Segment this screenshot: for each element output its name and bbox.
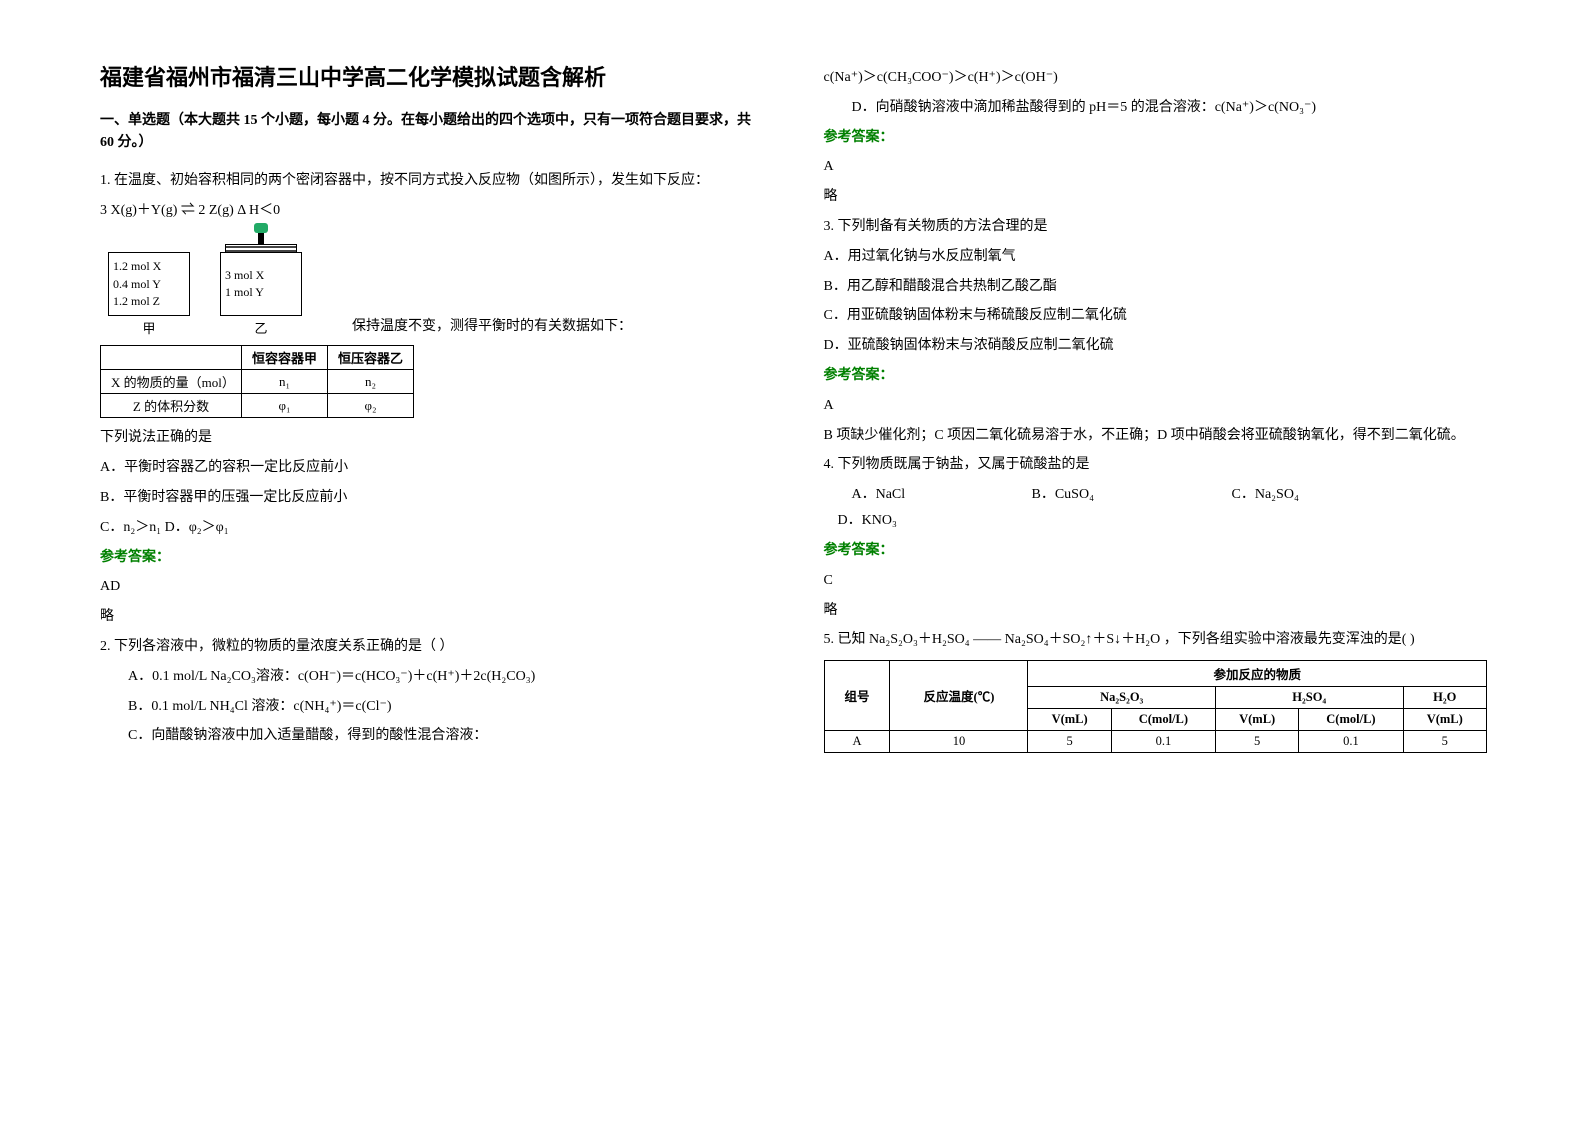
q3-opt-a: A．用过氧化钠与水反应制氧气 — [824, 245, 1488, 269]
q5-h-group: 组号 — [824, 661, 890, 731]
vessel-a: 1.2 mol X 0.4 mol Y 1.2 mol Z 甲 — [108, 232, 190, 337]
answer-header: 参考答案： — [824, 539, 1488, 563]
answer-header: 参考答案： — [100, 546, 764, 570]
q5-r0c1: 10 — [890, 731, 1028, 753]
q1-diagram: 1.2 mol X 0.4 mol Y 1.2 mol Z 甲 3 mol X … — [108, 232, 764, 337]
q1-tbl-c2: 恒压容器乙 — [328, 346, 414, 370]
q2-opt-a: A．0.1 mol/L Na₂CO₃溶液：c(OH⁻)＝c(HCO₃⁻)＋c(H… — [128, 665, 764, 689]
q4-opts-row1: A．NaCl B．CuSO₄ C．Na₂SO₄ — [852, 483, 1488, 503]
q3-answer: A — [824, 394, 1488, 418]
q5-r0c6: 5 — [1403, 731, 1486, 753]
q4-stem: 4. 下列物质既属于钠盐，又属于硫酸盐的是 — [824, 453, 1488, 477]
piston-icon — [225, 244, 297, 252]
q2-stem: 2. 下列各溶液中，微粒的物质的量浓度关系正确的是（ ） — [100, 635, 764, 659]
q5-h-subst: 参加反应的物质 — [1028, 661, 1487, 687]
q5-h-na2s2o3: Na₂S₂O₃ — [1028, 687, 1216, 709]
q5-h-v1: V(mL) — [1028, 709, 1111, 731]
q1-tbl-c0 — [101, 346, 242, 370]
q2-opt-b: B．0.1 mol/L NH₄Cl 溶液：c(NH₄⁺)＝c(Cl⁻) — [128, 695, 764, 719]
q1-stem-2: 下列说法正确的是 — [100, 426, 764, 450]
q5-stem: 5. 已知 Na₂S₂O₃＋H₂SO₄ —— Na₂SO₄＋SO₂↑＋S↓＋H₂… — [824, 628, 1488, 652]
section-intro: 一、单选题（本大题共 15 个小题，每小题 4 分。在每小题给出的四个选项中，只… — [100, 110, 764, 155]
table-row: Z 的体积分数 φ₁ φ₂ — [101, 394, 414, 418]
vessel-b-line1: 3 mol X — [225, 267, 297, 284]
vessel-b-label: 乙 — [254, 318, 267, 337]
q5-h-v3: V(mL) — [1403, 709, 1486, 731]
q4-opt-a: A．NaCl — [852, 483, 1032, 503]
q4-opt-d: D．KNO₃ — [838, 509, 1488, 533]
table-row: A 10 5 0.1 5 0.1 5 — [824, 731, 1487, 753]
q1-tbl-r0c0: X 的物质的量（mol） — [101, 370, 242, 394]
vessel-b: 3 mol X 1 mol Y 乙 — [220, 232, 302, 337]
vessel-a-line1: 1.2 mol X — [113, 258, 185, 275]
q2-opt-d: D．向硝酸钠溶液中滴加稀盐酸得到的 pH＝5 的混合溶液：c(Na⁺)＞c(NO… — [852, 96, 1488, 120]
q4-answer: C — [824, 569, 1488, 593]
q1-table: 恒容容器甲 恒压容器乙 X 的物质的量（mol） n₁ n₂ Z 的体积分数 φ… — [100, 345, 414, 418]
q4-explain: 略 — [824, 599, 1488, 623]
vessel-a-box: 1.2 mol X 0.4 mol Y 1.2 mol Z — [108, 252, 190, 316]
answer-header: 参考答案： — [824, 126, 1488, 150]
q1-explain: 略 — [100, 605, 764, 629]
q1-equation: 3 X(g)＋Y(g) ⇌ 2 Z(g) Δ H＜0 — [100, 199, 764, 223]
table-row: X 的物质的量（mol） n₁ n₂ — [101, 370, 414, 394]
q4-opt-b: B．CuSO₄ — [1032, 483, 1232, 503]
q1-opt-b: B．平衡时容器甲的压强一定比反应前小 — [100, 486, 764, 510]
q1-tbl-r1c1: φ₁ — [242, 394, 328, 418]
q3-opt-b: B．用乙醇和醋酸混合共热制乙酸乙酯 — [824, 275, 1488, 299]
q1-opt-a: A．平衡时容器乙的容积一定比反应前小 — [100, 456, 764, 480]
q1-tbl-r1c2: φ₂ — [328, 394, 414, 418]
q1-answer: AD — [100, 575, 764, 599]
vessel-a-line3: 1.2 mol Z — [113, 293, 185, 310]
q5-table: 组号 反应温度(℃) 参加反应的物质 Na₂S₂O₃ H₂SO₄ H₂O V(m… — [824, 660, 1488, 753]
q2-opt-c: C．向醋酸钠溶液中加入适量醋酸，得到的酸性混合溶液： — [128, 724, 764, 748]
q1-tbl-r1c0: Z 的体积分数 — [101, 394, 242, 418]
q2-answer: A — [824, 155, 1488, 179]
q3-opt-d: D．亚硫酸钠固体粉末与浓硝酸反应制二氧化硫 — [824, 334, 1488, 358]
q1-diagram-caption: 保持温度不变，测得平衡时的有关数据如下： — [352, 315, 632, 335]
q5-h-c2: C(mol/L) — [1299, 709, 1403, 731]
answer-header: 参考答案： — [824, 364, 1488, 388]
q2-cont-top: c(Na⁺)＞c(CH₃COO⁻)＞c(H⁺)＞c(OH⁻) — [824, 66, 1488, 90]
vessel-b-line2: 1 mol Y — [225, 284, 297, 301]
q5-h-h2o: H₂O — [1403, 687, 1486, 709]
vessel-a-line2: 0.4 mol Y — [113, 276, 185, 293]
q3-opt-c: C．用亚硫酸钠固体粉末与稀硫酸反应制二氧化硫 — [824, 304, 1488, 328]
q1-opt-cd: C．n₂＞n₁ D．φ₂＞φ₁ — [100, 516, 764, 540]
q1-tbl-c1: 恒容容器甲 — [242, 346, 328, 370]
q2-explain: 略 — [824, 185, 1488, 209]
q5-r0c2: 5 — [1028, 731, 1111, 753]
q3-explain: B 项缺少催化剂；C 项因二氧化硫易溶于水，不正确；D 项中硝酸会将亚硫酸钠氧化… — [824, 424, 1488, 448]
q5-r0c4: 5 — [1215, 731, 1298, 753]
q1-stem-1: 1. 在温度、初始容积相同的两个密闭容器中，按不同方式投入反应物（如图所示），发… — [100, 169, 764, 193]
q5-r0c5: 0.1 — [1299, 731, 1403, 753]
q4-opt-c: C．Na₂SO₄ — [1232, 483, 1299, 503]
q5-h-v2: V(mL) — [1215, 709, 1298, 731]
q5-r0c0: A — [824, 731, 890, 753]
q1-tbl-r0c2: n₂ — [328, 370, 414, 394]
q3-stem: 3. 下列制备有关物质的方法合理的是 — [824, 215, 1488, 239]
vessel-b-box: 3 mol X 1 mol Y — [220, 252, 302, 316]
page-title: 福建省福州市福清三山中学高二化学模拟试题含解析 — [100, 60, 764, 92]
q5-h-c1: C(mol/L) — [1111, 709, 1215, 731]
q5-h-h2so4: H₂SO₄ — [1215, 687, 1403, 709]
q5-h-temp: 反应温度(℃) — [890, 661, 1028, 731]
vessel-a-label: 甲 — [142, 318, 155, 337]
q1-tbl-r0c1: n₁ — [242, 370, 328, 394]
q5-r0c3: 0.1 — [1111, 731, 1215, 753]
